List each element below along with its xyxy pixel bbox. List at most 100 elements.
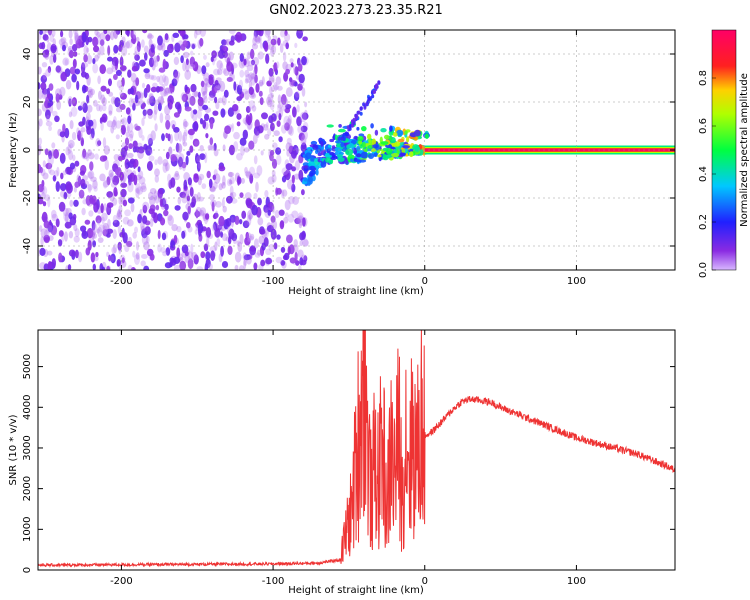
spectrogram-cell bbox=[202, 91, 206, 97]
spectrogram-cell bbox=[290, 149, 297, 159]
spectrogram-cell bbox=[281, 175, 287, 183]
spectrogram-cell bbox=[132, 140, 138, 149]
spectrogram-cell bbox=[223, 89, 229, 98]
spectrogram-cell bbox=[129, 130, 134, 139]
spectrogram-cell bbox=[329, 151, 335, 156]
spectrogram-cell bbox=[73, 235, 80, 243]
spectrogram-cell bbox=[161, 232, 167, 241]
spectrogram-cell bbox=[360, 151, 368, 159]
spectrogram-cell bbox=[101, 216, 105, 225]
spectrogram-cell bbox=[206, 170, 211, 179]
colorbar-tick-label: 0.2 bbox=[698, 214, 709, 230]
spectrogram-cell bbox=[101, 212, 108, 222]
spectrogram-cell bbox=[310, 156, 315, 163]
spectrogram-cell bbox=[77, 130, 82, 142]
spectrogram-cell bbox=[60, 71, 67, 82]
spectrogram-cell bbox=[184, 84, 188, 93]
spectrogram-cell bbox=[145, 109, 152, 115]
spectrogram-cell bbox=[143, 110, 147, 120]
spectrogram-cell bbox=[205, 133, 209, 139]
spectrogram-cell bbox=[205, 251, 211, 261]
spectrogram-cell bbox=[294, 217, 301, 225]
spectrogram-cell bbox=[40, 75, 47, 84]
spectrogram-cell bbox=[128, 236, 132, 244]
spectrogram-cell bbox=[302, 239, 309, 247]
spectrogram-cell bbox=[258, 81, 264, 87]
spectrogram-cell bbox=[47, 66, 52, 73]
spectrogram-cell bbox=[194, 229, 198, 235]
spectrogram-cell bbox=[164, 113, 171, 122]
spectrogram-cell bbox=[259, 42, 264, 49]
spectrogram-cell bbox=[239, 265, 245, 270]
spectrogram-cell bbox=[49, 55, 54, 65]
spectrogram-cell bbox=[371, 138, 376, 146]
spectrogram-cell bbox=[276, 85, 283, 91]
spectrogram-cell bbox=[86, 94, 90, 104]
spectrogram-cell bbox=[100, 85, 107, 92]
spectrogram-cell bbox=[75, 38, 83, 49]
spectrogram-cell bbox=[230, 34, 236, 41]
spectrogram-cell bbox=[68, 50, 74, 59]
spectrogram-cell bbox=[216, 60, 223, 70]
spectrogram-cell bbox=[297, 57, 301, 66]
spectrogram-cell bbox=[116, 210, 123, 220]
spectrogram-cell bbox=[90, 252, 96, 263]
spectrogram-cell bbox=[101, 104, 107, 112]
spectrogram-cell bbox=[304, 101, 308, 108]
spectrogram-cell bbox=[118, 243, 122, 255]
spectrogram-cell bbox=[106, 191, 114, 198]
spectrogram-cell bbox=[47, 196, 51, 208]
spectrogram-cell bbox=[78, 189, 85, 199]
spectrogram-cell bbox=[170, 240, 176, 249]
spectrogram-cell bbox=[239, 79, 243, 89]
spectrogram-cell bbox=[126, 240, 133, 248]
spectrogram-cell bbox=[276, 120, 281, 127]
spectrogram-cell bbox=[68, 212, 73, 220]
spectrogram-cell bbox=[72, 154, 76, 162]
spectrogram-cell bbox=[112, 229, 117, 240]
spectrogram-cell bbox=[52, 38, 56, 47]
spectrogram-cell bbox=[244, 236, 251, 246]
spectrogram-cell bbox=[153, 109, 157, 121]
colorbar-tick-label: 0.0 bbox=[698, 262, 709, 278]
spectrogram-cell bbox=[156, 75, 160, 83]
spectrogram-cell bbox=[87, 149, 92, 157]
spectrogram-cell bbox=[215, 101, 220, 110]
spectrogram-cell bbox=[267, 201, 275, 213]
spectrogram-cell bbox=[362, 102, 366, 107]
spectrogram-cell bbox=[325, 157, 331, 163]
spectrogram-cell bbox=[251, 105, 257, 112]
spectrogram-cell bbox=[214, 228, 221, 238]
spectrogram-cell bbox=[385, 148, 393, 155]
spectrogram-cell bbox=[111, 61, 116, 70]
spectrogram-cell bbox=[320, 140, 324, 147]
spectrogram-cell bbox=[47, 250, 53, 256]
spectrogram-cell bbox=[224, 52, 231, 64]
spectrogram-cell bbox=[300, 125, 308, 133]
spectrogram-cell bbox=[298, 265, 302, 270]
spectrogram-cell bbox=[94, 255, 99, 262]
spectrogram-cell bbox=[235, 31, 243, 43]
spectrogram-cell bbox=[199, 207, 207, 216]
spectrogram-cell bbox=[78, 121, 85, 127]
spectrogram-cell bbox=[97, 226, 103, 238]
spectrogram-cell bbox=[106, 265, 110, 270]
spectrogram-cell bbox=[237, 241, 243, 253]
spectrogram-cell bbox=[300, 142, 307, 153]
spectrogram-cell bbox=[338, 124, 342, 128]
spectrogram-cell bbox=[63, 191, 68, 200]
spectrogram-cell bbox=[62, 44, 66, 52]
spectrogram-cell bbox=[62, 123, 66, 133]
spectrogram-cell bbox=[173, 73, 179, 84]
spectrogram-cell bbox=[358, 140, 363, 145]
spectrogram-cell bbox=[214, 96, 218, 104]
spectrogram-cell bbox=[104, 159, 110, 171]
spectrogram-cell bbox=[98, 104, 103, 112]
spectrogram-cell bbox=[372, 89, 376, 94]
spectrogram-cell bbox=[153, 212, 159, 224]
spectrogram-cell bbox=[152, 82, 158, 88]
spectrogram-cell bbox=[148, 137, 153, 147]
spectrogram-cell bbox=[100, 203, 104, 214]
spectrogram-cell bbox=[64, 221, 72, 229]
